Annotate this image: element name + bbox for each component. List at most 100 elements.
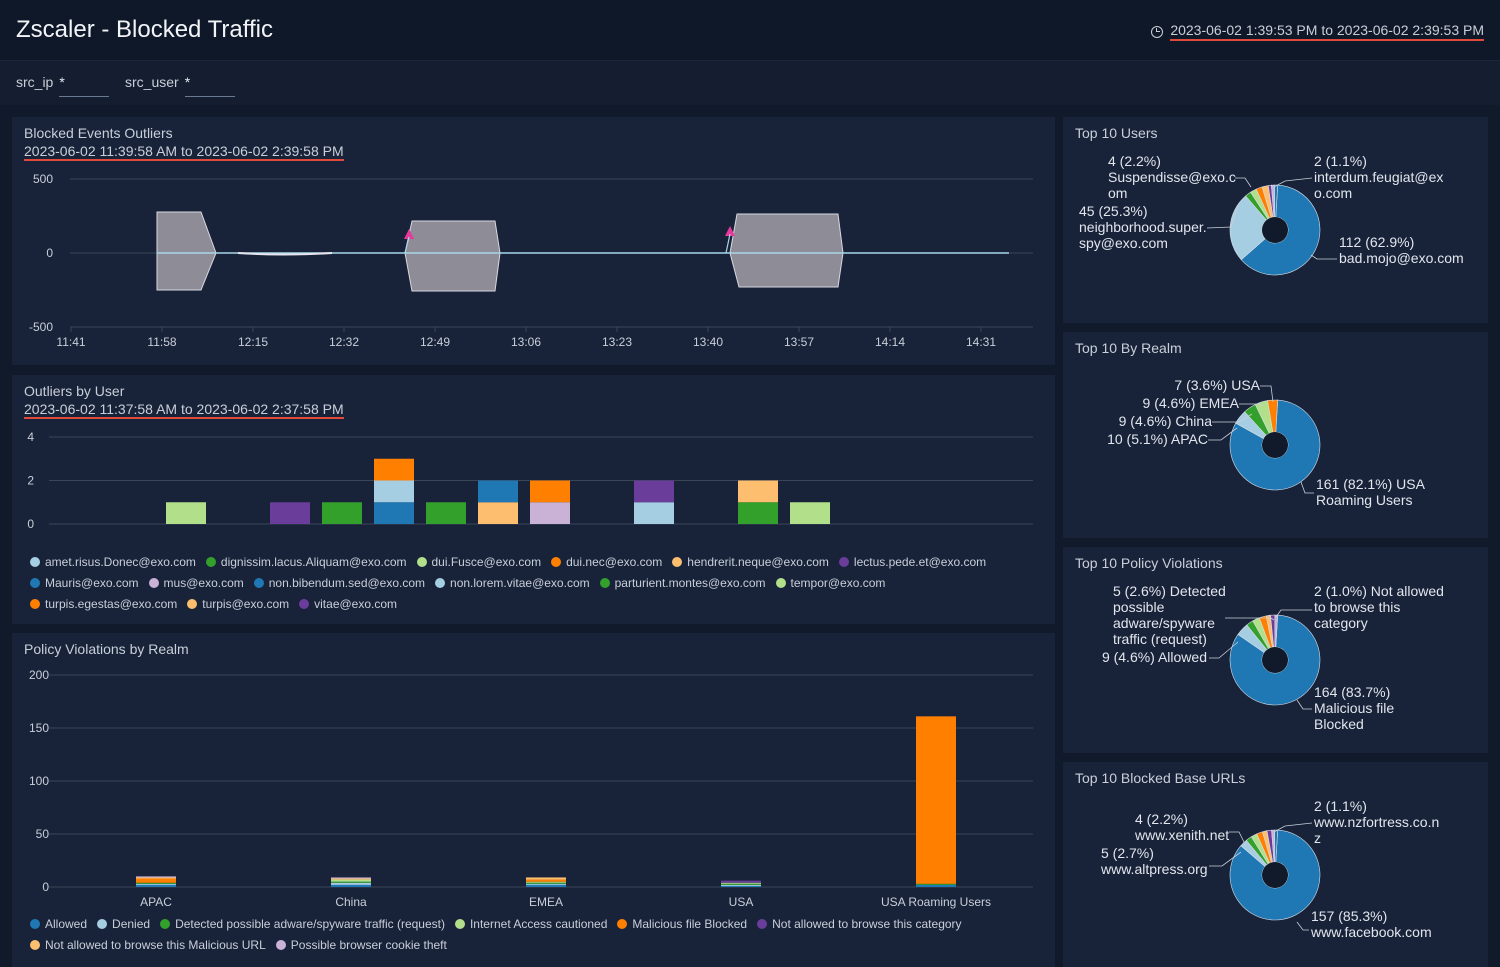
- legend-swatch: [205, 556, 216, 567]
- panel-outliers-by-user: Outliers by User 2023-06-02 11:37:58 AM …: [12, 375, 1055, 624]
- legend-item[interactable]: dignissim.lacus.Aliquam@exo.com: [205, 551, 407, 572]
- legend-item[interactable]: Denied: [97, 913, 150, 934]
- legend-label: Malicious file Blocked: [632, 916, 748, 931]
- legend-item[interactable]: lectus.pede.et@exo.com: [838, 551, 986, 572]
- legend-item[interactable]: non.lorem.vitae@exo.com: [435, 572, 590, 593]
- x-tick-label: 12:32: [329, 335, 359, 349]
- legend-swatch: [551, 556, 562, 567]
- panel-time-range[interactable]: 2023-06-02 11:37:58 AM to 2023-06-02 2:3…: [24, 401, 344, 419]
- legend-item[interactable]: Not allowed to browse this category: [757, 913, 962, 934]
- panel-title: Outliers by User: [24, 383, 125, 399]
- pie-label: bad.mojo@exo.com: [1339, 250, 1464, 266]
- pie-label: Malicious file: [1314, 700, 1394, 716]
- legend-item[interactable]: parturient.montes@exo.com: [599, 572, 766, 593]
- legend-item[interactable]: dui.nec@exo.com: [551, 551, 662, 572]
- pie-label: 9 (4.6%) China: [1119, 413, 1213, 429]
- pie-label: 10 (5.1%) APAC: [1107, 431, 1208, 447]
- top-realm-pie: 7 (3.6%) USA 9 (4.6%) EMEA 9 (4.6%) China 1…: [1107, 377, 1426, 508]
- legend-label: dignissim.lacus.Aliquam@exo.com: [220, 554, 407, 569]
- y-tick-label: 0: [42, 880, 49, 894]
- bar-segment: [331, 882, 371, 885]
- legend-item[interactable]: amet.risus.Donec@exo.com: [30, 551, 196, 572]
- y-tick-label: 50: [36, 827, 50, 841]
- legend-item[interactable]: Allowed: [30, 913, 87, 934]
- bar-segment: [790, 502, 830, 524]
- legend-swatch: [148, 577, 159, 588]
- legend-item[interactable]: Detected possible adware/spyware traffic…: [160, 913, 445, 934]
- legend-item[interactable]: Not allowed to browse this Malicious URL: [30, 934, 266, 955]
- y-tick-label: 2: [27, 474, 34, 488]
- outliers-by-user-chart: 4 2 0 11:40 12:00 12:20 12:40 13:00 13:20 13:40 14…: [27, 430, 1033, 535]
- legend-label: turpis@exo.com: [202, 596, 290, 611]
- time-range-picker[interactable]: 2023-06-02 1:39:53 PM to 2023-06-02 2:39…: [1151, 22, 1484, 41]
- legend-item[interactable]: Mauris@exo.com: [30, 572, 139, 593]
- x-tick-label: 12:49: [420, 335, 450, 349]
- pie-hole: [1262, 432, 1288, 458]
- pie-label: 112 (62.9%): [1339, 234, 1414, 250]
- bar-segment: [916, 716, 956, 884]
- pie-hole: [1262, 862, 1288, 888]
- outlier-band: [404, 220, 501, 292]
- pie-label: om: [1108, 185, 1127, 201]
- legend-item[interactable]: tempor@exo.com: [775, 572, 886, 593]
- legend-label: dui.nec@exo.com: [566, 554, 663, 569]
- y-tick-label: 0: [27, 517, 34, 531]
- legend-label: Allowed: [45, 916, 88, 931]
- bar-segment: [136, 877, 176, 879]
- src-ip-input[interactable]: *: [59, 74, 110, 97]
- pie-label: 2 (1.1%): [1314, 798, 1367, 814]
- panel-title: Policy Violations by Realm: [24, 641, 189, 657]
- legend-item[interactable]: Malicious file Blocked: [617, 913, 747, 934]
- label-leader: [1206, 202, 1240, 229]
- label-leader: [1225, 617, 1275, 621]
- panel-time-range[interactable]: 2023-06-02 11:39:58 AM to 2023-06-02 2:3…: [24, 143, 344, 161]
- bar-segment: [526, 879, 566, 882]
- legend-item[interactable]: dui.Fusce@exo.com: [416, 551, 542, 572]
- label-leader: [1300, 481, 1314, 494]
- pie-label: interdum.feugiat@ex: [1314, 169, 1443, 185]
- legend-label: dui.Fusce@exo.com: [431, 554, 542, 569]
- y-tick-label: 500: [33, 172, 53, 186]
- legend-label: Denied: [112, 916, 151, 931]
- x-tick-label: APAC: [140, 895, 172, 909]
- x-tick-label: 11:40: [67, 533, 96, 535]
- pie-label: 2 (1.0%) Not allowed: [1314, 583, 1444, 599]
- panel-title: Top 10 Blocked Base URLs: [1075, 770, 1246, 786]
- legend-item[interactable]: vitae@exo.com: [299, 593, 397, 614]
- label-leader: [1239, 403, 1264, 407]
- bar-segment: [478, 480, 518, 503]
- legend-swatch: [299, 598, 310, 609]
- legend-swatch: [30, 598, 40, 609]
- legend-item[interactable]: turpis@exo.com: [187, 593, 289, 614]
- legend-item[interactable]: Possible browser cookie theft: [275, 934, 447, 955]
- y-tick-label: 4: [27, 430, 34, 444]
- bar-segment: [738, 502, 778, 524]
- pie-label: www.facebook.com: [1310, 924, 1432, 940]
- legend-label: turpis.egestas@exo.com: [45, 596, 178, 611]
- legend-label: parturient.montes@exo.com: [614, 575, 766, 590]
- pie-label: z: [1314, 830, 1321, 846]
- time-range-text[interactable]: 2023-06-02 1:39:53 PM to 2023-06-02 2:39…: [1170, 22, 1484, 41]
- pie-label: 45 (25.3%): [1079, 203, 1147, 219]
- pie-label: adware/spyware: [1113, 615, 1215, 631]
- legend-item[interactable]: mus@exo.com: [148, 572, 244, 593]
- y-tick-label: 0: [46, 246, 53, 260]
- legend-item[interactable]: Internet Access cautioned: [454, 913, 607, 934]
- legend-item[interactable]: non.bibendum.sed@exo.com: [253, 572, 425, 593]
- label-leader: [1212, 413, 1253, 423]
- bar-segment: [374, 502, 414, 524]
- legend-item[interactable]: hendrerit.neque@exo.com: [672, 551, 829, 572]
- bar-segment: [374, 458, 414, 481]
- bar-segment: [721, 880, 761, 883]
- bar-segment: [721, 883, 761, 885]
- pie-label: traffic (request): [1113, 631, 1207, 647]
- bar-segment: [136, 884, 176, 887]
- legend-label: mus@exo.com: [163, 575, 244, 590]
- panel-top-10-users: Top 10 Users 4 (2.2%) Suspendisse@exo.c om…: [1063, 117, 1488, 323]
- panel-title: Blocked Events Outliers: [24, 125, 173, 141]
- pie-label: to browse this: [1314, 599, 1400, 615]
- legend-label: tempor@exo.com: [790, 575, 886, 590]
- src-user-input[interactable]: *: [184, 74, 235, 97]
- legend-item[interactable]: turpis.egestas@exo.com: [30, 593, 177, 614]
- policy-realm-chart: 200 150 100 50 0 APAC China EMEA USA USA Roaming …: [29, 668, 1033, 909]
